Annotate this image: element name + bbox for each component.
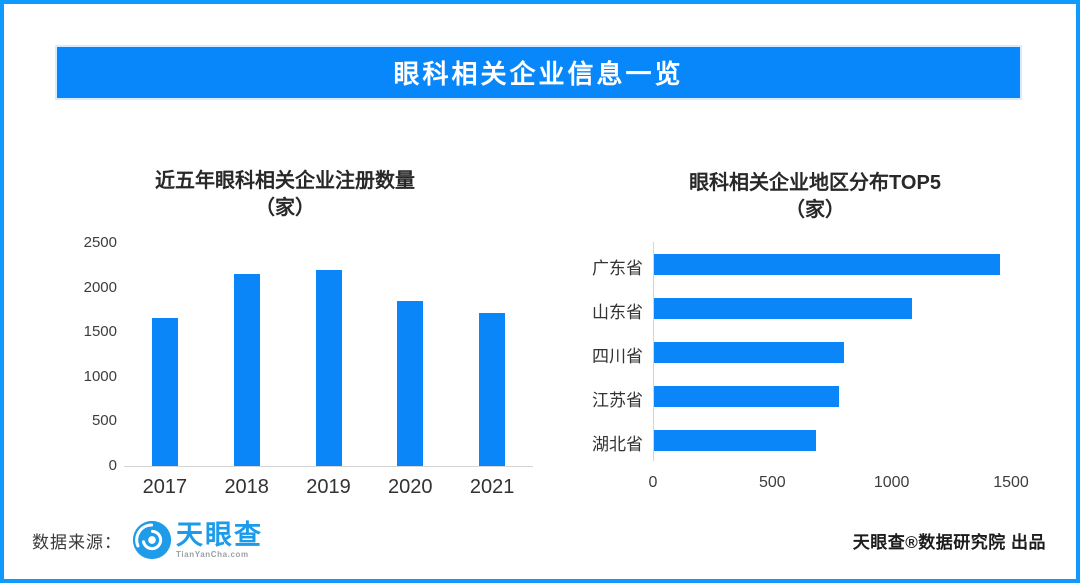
y-axis-tick-label: 2500 [83, 234, 117, 251]
x-axis-tick-label: 500 [758, 474, 786, 491]
left-chart-title-block: 近五年眼科相关企业注册数量 （家） [75, 168, 495, 222]
left-chart-subtitle: （家） [255, 197, 315, 219]
y-axis-category-label: 江苏省 [592, 391, 643, 410]
y-axis-category-label: 湖北省 [592, 435, 643, 454]
x-axis-tick-label: 1500 [993, 474, 1029, 491]
data-source-row: 数据来源： 天眼查 TianYanCha.com [32, 516, 263, 564]
bar-四川省 [654, 341, 844, 363]
x-axis-category-label: 2020 [388, 476, 433, 498]
bar-广东省 [654, 253, 1001, 275]
credit-text: 天眼查®数据研究院 出品 [852, 533, 1046, 552]
x-axis-category-label: 2021 [469, 476, 515, 498]
y-axis-tick-label: 1500 [83, 323, 117, 341]
y-axis-tick-label: 0 [108, 457, 117, 474]
bar-2017 [151, 317, 178, 466]
tianyancha-logo: 天眼查 TianYanCha.com [132, 520, 263, 560]
right-chart-title: 眼科相关企业地区分布TOP5 [689, 172, 941, 194]
y-axis-category-label: 广东省 [592, 259, 643, 278]
bar-2021 [479, 312, 506, 466]
data-source-label: 数据来源： [32, 532, 122, 552]
x-axis-line [124, 466, 533, 467]
bar-江苏省 [654, 385, 839, 407]
right-chart-subtitle: （家） [785, 199, 845, 221]
bar-湖北省 [654, 429, 817, 451]
x-axis-category-label: 2017 [142, 476, 188, 498]
x-axis-category-label: 2019 [306, 476, 351, 498]
bar-2019 [315, 269, 342, 466]
left-chart-title: 近五年眼科相关企业注册数量 [155, 170, 415, 192]
tianyancha-logo-domain: TianYanCha.com [176, 549, 249, 559]
tianyancha-eye-icon [132, 520, 172, 560]
bar-山东省 [654, 297, 912, 319]
bar-2020 [397, 300, 424, 466]
page-title-banner: 眼科相关企业信息一览 [57, 47, 1020, 98]
bar-2018 [233, 274, 260, 466]
x-axis-category-label: 2018 [224, 476, 269, 498]
registrations-bar-chart: 0 500 1000 1500 2000 2500 2017 2018 2019 2020 2021 [84, 234, 533, 498]
x-axis-tick-label: 1000 [873, 474, 910, 491]
right-chart-title-block: 眼科相关企业地区分布TOP5 （家） [605, 170, 1025, 224]
x-axis-tick-label: 0 [648, 474, 658, 491]
y-axis-tick-label: 1000 [83, 367, 117, 385]
y-axis-tick-label: 2000 [83, 278, 117, 296]
y-axis-tick-label: 500 [91, 412, 117, 430]
y-axis-category-label: 山东省 [592, 303, 643, 322]
tianyancha-logo-name: 天眼查 [176, 519, 263, 550]
region-top5-bar-chart: 广东省山东省四川省江苏省湖北省 0 500 1000 1500 [592, 242, 1029, 491]
y-axis-category-label: 四川省 [592, 347, 643, 366]
tianyancha-logo-text: 天眼查 TianYanCha.com [176, 519, 263, 559]
y-axis-line [653, 242, 654, 461]
page-title: 眼科相关企业信息一览 [393, 59, 684, 89]
